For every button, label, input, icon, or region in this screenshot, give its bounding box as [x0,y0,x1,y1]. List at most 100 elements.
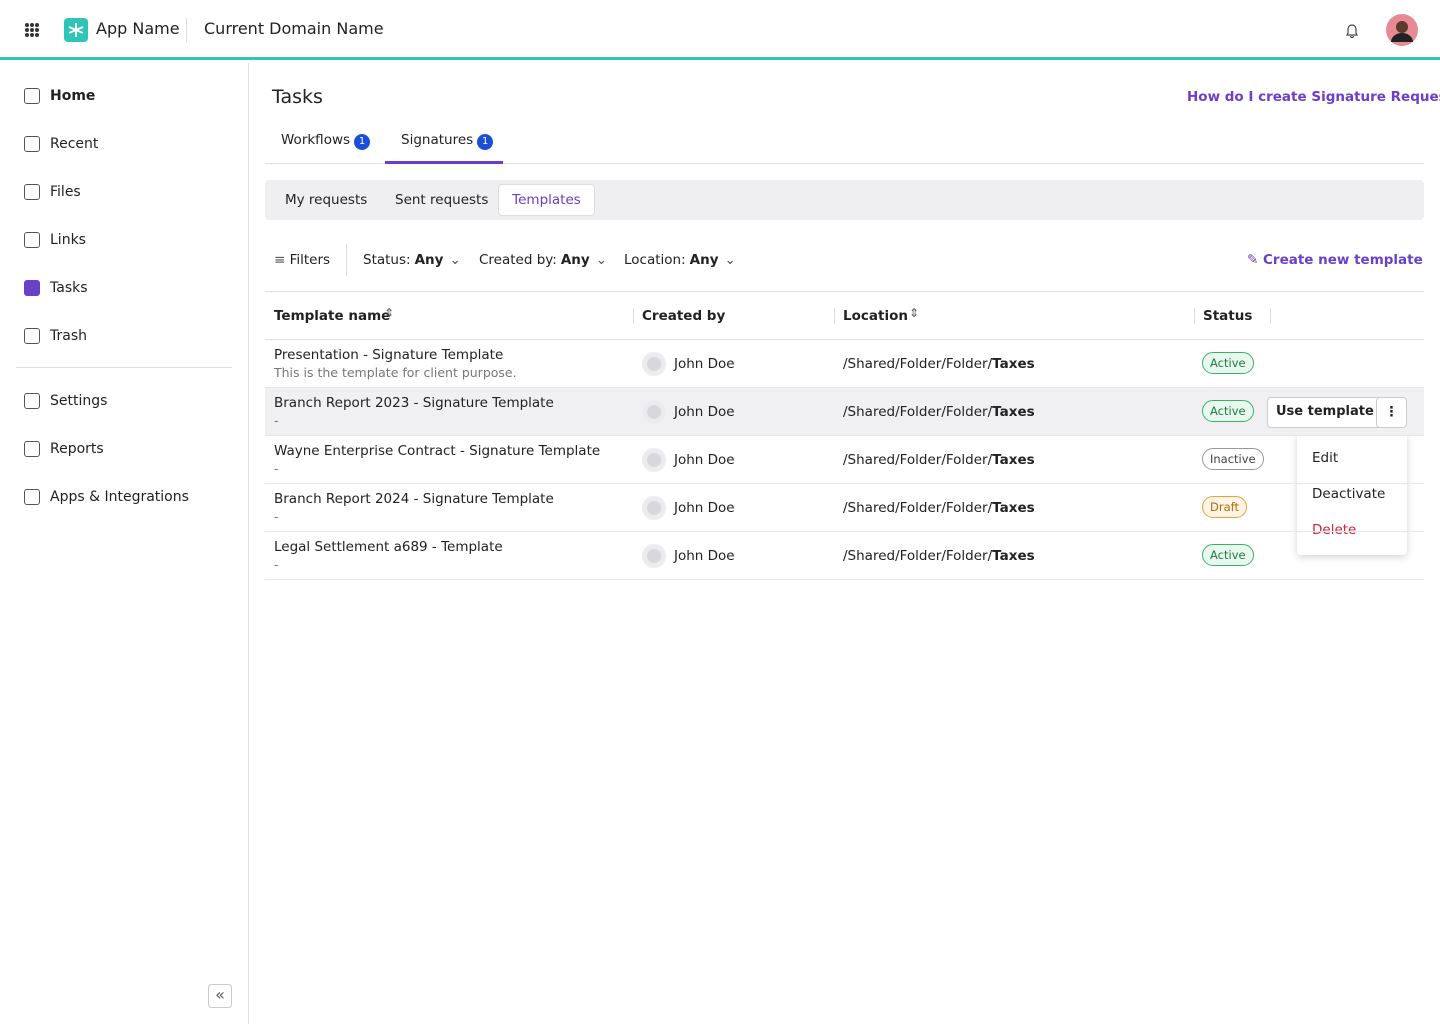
help-link[interactable]: How do I create Signature Request? [1187,89,1440,105]
use-template-button[interactable]: Use template [1267,397,1383,428]
location-folder: Taxes [992,404,1035,420]
nav-item[interactable]: Links [24,228,86,252]
avatar[interactable] [1386,14,1418,46]
filter-dropdown[interactable]: Status: Any ⌄ [363,252,461,268]
nav-label: Apps & Integrations [50,489,189,505]
more-button[interactable]: ⋮ [1376,397,1407,428]
creator-name: John Doe [674,548,735,564]
location: /Shared/Folder/Folder/Taxes [843,548,1035,564]
nav-label: Files [50,184,81,200]
nav-icon [24,441,40,457]
table-row[interactable]: Branch Report 2023 - Signature Template -… [265,388,1424,436]
creator-avatar [642,544,666,568]
filter-dropdown[interactable]: Location: Any ⌄ [624,252,736,268]
status-badge: Draft [1202,496,1247,518]
menu-item[interactable]: Deactivate [1312,486,1386,502]
table-row[interactable]: Presentation - Signature Template This is… [265,340,1424,388]
sidebar: « Home Recent Files Links Tasks Trash Settings… [0,63,249,1024]
status-badge: Inactive [1202,448,1264,470]
nav-label: Recent [50,136,99,152]
template-description: - [274,509,279,524]
sort-icon[interactable]: ⇕ [909,306,920,320]
nav-label: Trash [50,328,87,344]
tab[interactable]: Workflows 1 [281,132,371,150]
nav-label: Settings [50,393,108,409]
table-row[interactable]: Legal Settlement a689 - Template - John Do… [265,532,1424,580]
nav-item[interactable]: Settings [24,389,107,413]
nav-label: Reports [50,441,104,457]
filter-value: Any [414,252,444,268]
nav-icon [24,232,40,248]
template-name: Branch Report 2024 - Signature Template [274,491,554,507]
nav-item[interactable]: Reports [24,437,104,461]
column-header[interactable]: Location [843,308,908,324]
location-folder: Taxes [992,500,1035,516]
nav-item[interactable]: Apps & Integrations [24,485,189,509]
table-row[interactable]: Wayne Enterprise Contract - Signature Te… [265,436,1424,484]
location-path: /Shared/Folder/Folder/ [843,404,993,420]
nav-item[interactable]: Home [24,84,95,108]
location-folder: Taxes [992,356,1035,372]
template-description: - [274,461,279,476]
column-divider [1270,308,1271,324]
nav-icon [24,136,40,152]
chevron: ⌄ [724,252,736,268]
creator-name: John Doe [674,356,735,372]
column-header[interactable]: Status [1203,308,1253,324]
notifications[interactable] [1344,22,1360,38]
nav-icon [24,489,40,505]
column-header[interactable]: Template name [274,308,391,324]
logo [64,18,88,42]
creator-name: John Doe [674,500,735,516]
menu-item[interactable]: Edit [1312,450,1339,466]
template-description: This is the template for client purpose. [274,365,517,380]
location-folder: Taxes [992,548,1035,564]
subtab[interactable]: Sent requests [395,192,489,208]
nav-item[interactable]: Recent [24,132,98,156]
creator-name: John Doe [674,404,735,420]
filters-button[interactable]: ≡ Filters [274,252,331,268]
status-badge: Active [1202,400,1254,422]
create-label: Create new template [1263,252,1423,268]
location: /Shared/Folder/Folder/Taxes [843,500,1035,516]
nav-label: Home [50,88,96,104]
table-row[interactable]: Branch Report 2024 - Signature Template -… [265,484,1424,532]
nav-icon [24,88,40,104]
top-bar: App Name Current Domain Name [0,0,1440,60]
column-divider [1194,308,1195,324]
location: /Shared/Folder/Folder/Taxes [843,452,1035,468]
collapse[interactable]: « [208,984,232,1008]
status-badge: Active [1202,352,1254,374]
nav-icon [24,393,40,409]
page-title: Tasks [272,86,323,108]
chevron: ⌄ [595,252,608,268]
tab-count: 1 [354,134,371,150]
tab-active[interactable]: Signatures 1 [385,124,503,164]
nav-item[interactable]: Trash [24,324,87,348]
column-divider [834,308,835,324]
create-template[interactable]: ✎ Create new template [1247,252,1423,268]
subtab-bar: My requests Sent requests Templates [265,180,1424,220]
menu-item[interactable]: Delete [1312,522,1357,538]
subtab[interactable]: My requests [285,192,368,208]
chevron: ⌄ [449,252,461,268]
column-header[interactable]: Created by [642,308,726,324]
filter-value: Any [689,252,719,268]
sort-icon[interactable]: ⇕ [384,306,395,320]
location-folder: Taxes [992,452,1035,468]
tab-count: 1 [477,134,494,150]
domain-name: Current Domain Name [204,19,384,38]
apps-grid[interactable] [24,22,40,38]
nav-icon [24,280,40,296]
nav-item[interactable]: Files [24,180,81,204]
nav-label: Links [50,232,86,248]
filter-dropdown[interactable]: Created by: Any ⌄ [479,252,607,268]
subtab-active[interactable]: Templates [498,184,595,216]
nav-item[interactable]: Tasks [24,276,88,300]
location: /Shared/Folder/Folder/Taxes [843,356,1035,372]
location-path: /Shared/Folder/Folder/ [843,452,993,468]
nav-icon [24,184,40,200]
filters-label: Filters [289,252,331,268]
creator-avatar [642,352,666,376]
